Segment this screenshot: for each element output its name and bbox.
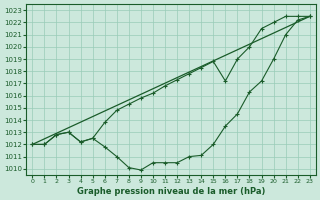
X-axis label: Graphe pression niveau de la mer (hPa): Graphe pression niveau de la mer (hPa): [77, 187, 265, 196]
